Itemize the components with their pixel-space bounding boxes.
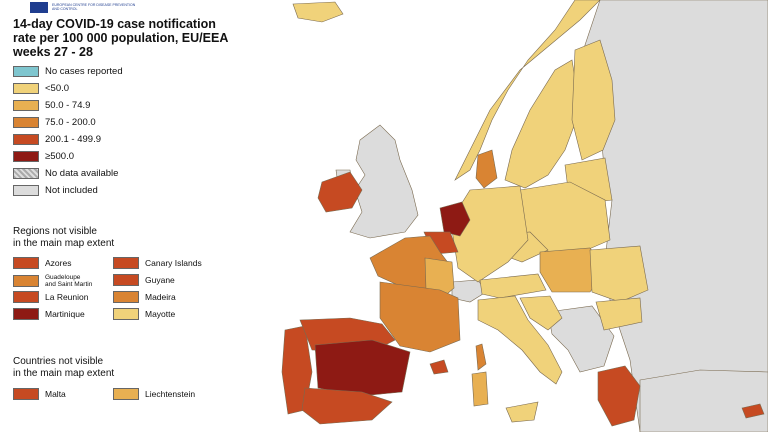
legend-swatch (13, 83, 39, 94)
logo-text: EUROPEAN CENTRE FOR DISEASE PREVENTION A… (52, 3, 136, 11)
italy-shape (477, 295, 563, 385)
map-title: 14-day COVID-19 case notification rate p… (13, 17, 228, 59)
region-label: Guadeloupe and Saint Martin (45, 274, 92, 288)
legend-label: 200.1 - 499.9 (45, 134, 101, 145)
logo-ecdc: EUROPEAN CENTRE FOR DISEASE PREVENTION A… (30, 1, 150, 13)
region-swatch (13, 275, 39, 287)
countries-heading-line: in the main map extent (13, 368, 115, 379)
country-liechtenstein: Liechtenstein (113, 388, 195, 400)
legend-panel: EUROPEAN CENTRE FOR DISEASE PREVENTION A… (0, 0, 230, 432)
legend-swatch (13, 100, 39, 111)
legend-label: Not included (45, 185, 98, 196)
region-label: La Reunion (45, 292, 89, 302)
region-label: Madeira (145, 292, 176, 302)
country-malta: Malta (13, 388, 66, 400)
legend-swatch (13, 168, 39, 179)
region-guyane: Guyane (113, 274, 175, 286)
country-label: Malta (45, 389, 66, 399)
country-label: Liechtenstein (145, 389, 196, 399)
france-south-shape (379, 281, 461, 353)
region-madeira: Madeira (113, 291, 176, 303)
region-label: Martinique (45, 309, 85, 319)
countries-heading: Countries not visible in the main map ex… (13, 356, 114, 380)
region-label: Mayotte (145, 309, 176, 319)
region-swatch (113, 257, 139, 269)
bulgaria-shape (595, 297, 643, 331)
sardinia-shape (471, 371, 489, 407)
sicily-shape (505, 401, 539, 423)
region-label: Canary Islands (145, 258, 202, 268)
norway-shape (454, 0, 601, 181)
legend-item-no-cases: No cases reported (13, 66, 123, 77)
legend-item-50-75: 50.0 - 74.9 (13, 100, 90, 111)
slovakia-hungary-shape (539, 247, 606, 293)
region-guadeloupe: Guadeloupe and Saint Martin (13, 274, 92, 288)
regions-heading: Regions not visible in the main map exte… (13, 226, 114, 250)
region-azores: Azores (13, 257, 71, 269)
region-label-line: Guadeloupe (45, 274, 81, 281)
netherlands-shape (439, 201, 471, 237)
region-swatch (13, 308, 39, 320)
countries-heading-line: Countries not visible (13, 356, 104, 367)
region-mayotte: Mayotte (113, 308, 175, 320)
legend-label: <50.0 (45, 83, 70, 94)
iceland-shape (292, 1, 344, 23)
region-label-line: and Saint Martin (45, 281, 93, 288)
uk-shape (349, 124, 419, 239)
region-canary-islands: Canary Islands (113, 257, 202, 269)
legend-label: ≥500.0 (45, 151, 74, 162)
croatia-shape (519, 295, 563, 331)
region-swatch (113, 274, 139, 286)
balkans-shape (547, 305, 615, 373)
eu-flag-icon (30, 1, 48, 13)
region-swatch (13, 291, 39, 303)
ireland-shape (317, 171, 363, 213)
region-la-reunion: La Reunion (13, 291, 88, 303)
region-label: Guyane (145, 275, 175, 285)
legend-item-ge500: ≥500.0 (13, 151, 74, 162)
regions-heading-line: Regions not visible (13, 226, 97, 237)
legend-swatch (13, 185, 39, 196)
legend-swatch (13, 151, 39, 162)
legend-item-lt50: <50.0 (13, 83, 69, 94)
region-label: Azores (45, 258, 72, 268)
legend-item-no-data: No data available (13, 168, 118, 179)
legend-item-75-200: 75.0 - 200.0 (13, 117, 96, 128)
region-swatch (113, 291, 139, 303)
spain-south-shape (301, 387, 393, 425)
legend-item-200-500: 200.1 - 499.9 (13, 134, 101, 145)
legend-swatch (13, 66, 39, 77)
spain-central-shape (314, 339, 411, 397)
turkey-shape (639, 369, 768, 432)
country-swatch (13, 388, 39, 400)
region-swatch (113, 308, 139, 320)
legend-label: No cases reported (45, 66, 123, 77)
legend-label: 50.0 - 74.9 (45, 100, 91, 111)
romania-shape (589, 245, 649, 303)
region-swatch (13, 257, 39, 269)
balearic-shape (429, 359, 449, 375)
legend-swatch (13, 134, 39, 145)
denmark-shape (475, 149, 498, 189)
legend-swatch (13, 117, 39, 128)
austria-shape (479, 273, 547, 299)
country-swatch (113, 388, 139, 400)
legend-label: No data available (45, 168, 119, 179)
corsica-shape (475, 343, 487, 371)
finland-shape (571, 39, 616, 161)
legend-item-not-included: Not included (13, 185, 98, 196)
cyprus-shape (741, 403, 765, 419)
greece-shape (597, 365, 641, 427)
region-martinique: Martinique (13, 308, 85, 320)
regions-heading-line: in the main map extent (13, 238, 115, 249)
legend-label: 75.0 - 200.0 (45, 117, 96, 128)
